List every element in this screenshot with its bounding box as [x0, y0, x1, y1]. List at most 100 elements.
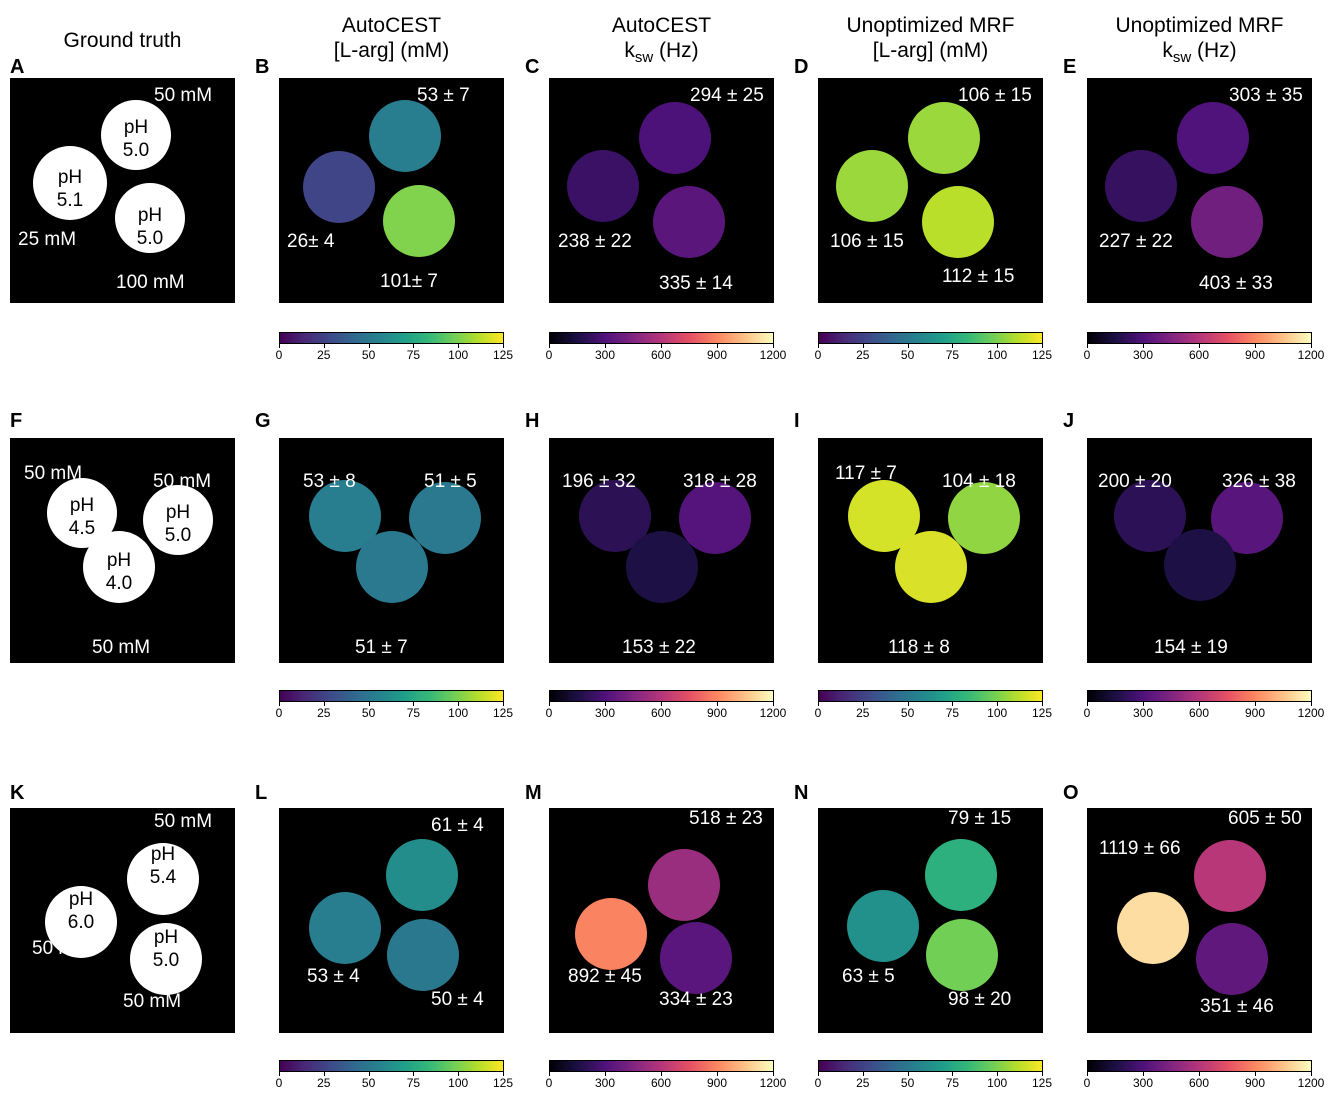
vial-value-label: 335 ± 14: [659, 273, 733, 294]
vial-region: [579, 480, 651, 552]
colorbar-tick-mark: [661, 702, 662, 706]
kex-subscript: sw: [634, 49, 654, 67]
colorbar-tick-label: 25: [856, 348, 870, 362]
map-panel: 518 ± 23 892 ± 45 334 ± 23: [549, 808, 774, 1033]
vial-value-label: 518 ± 23: [689, 808, 763, 829]
colorbar-tick-label: 300: [594, 348, 616, 362]
ph-value: 5.0: [136, 228, 164, 249]
ph-value: 5.0: [152, 950, 180, 971]
map-panel: 294 ± 25 238 ± 22 335 ± 14: [549, 78, 774, 303]
parameter-map: [1114, 480, 1283, 601]
colorbar-tick-mark: [503, 344, 504, 348]
colorbar-tick-label: 125: [1031, 348, 1053, 362]
vial-region: [567, 150, 639, 222]
ph-value: 4.5: [68, 518, 96, 539]
vial-mask: [83, 531, 155, 603]
colorbar-tick-label: 75: [406, 1076, 421, 1090]
colorbar-tick-mark: [997, 1072, 999, 1076]
colorbar-tick-mark: [773, 702, 774, 706]
vial-value-label: 53 ± 7: [417, 85, 470, 106]
colorbar-tick-label: 125: [1031, 706, 1053, 720]
colorbar-tick-mark: [549, 344, 550, 348]
vial-mask: [130, 923, 202, 995]
colorbar: [549, 332, 774, 344]
colorbar-tick-label: 25: [856, 706, 870, 720]
colorbar-tick-label: 300: [1132, 706, 1154, 720]
colorbar-tick-mark: [413, 702, 415, 706]
vial-value-label: 63 ± 5: [842, 966, 895, 987]
colorbar-tick-mark: [503, 702, 504, 706]
ph-value: 5.4: [149, 867, 177, 888]
colorbar-tick-label: 0: [814, 706, 822, 720]
parameter-map: [575, 849, 732, 994]
colorbar-tick-label: 900: [706, 348, 728, 362]
ph-label: pH 4.5: [52, 494, 112, 540]
vial-mask: [115, 183, 185, 253]
colorbar-tick-mark: [503, 1072, 504, 1076]
vial-mask: [45, 886, 117, 958]
column-title: Ground truth: [0, 28, 255, 53]
colorbar-tick-mark: [1042, 344, 1043, 348]
colorbar-tick-label: 1200: [1297, 1076, 1325, 1090]
vial-value-label: 61 ± 4: [431, 815, 484, 836]
colorbar-tick-mark: [1087, 344, 1088, 348]
colorbar-tick-label: 1200: [1297, 706, 1325, 720]
ph-text: pH: [153, 927, 179, 948]
colorbar-tick-mark: [907, 344, 909, 348]
colorbar-tick-mark: [549, 1072, 550, 1076]
colorbar-tick-mark: [323, 702, 325, 706]
vial-region: [1211, 482, 1283, 554]
vial-value-label: 117 ± 7: [835, 463, 897, 484]
panel-letter: M: [525, 782, 542, 804]
kex-unit: (Hz): [1191, 39, 1237, 62]
vial-region: [303, 151, 375, 223]
ph-text: pH: [137, 205, 163, 226]
ph-text: pH: [69, 495, 95, 516]
colorbar-tick-label: 75: [945, 348, 960, 362]
colorbar-tick-label: 1200: [759, 706, 787, 720]
colorbar-tick-label: 300: [594, 1076, 616, 1090]
vial-mask: [127, 843, 199, 915]
ph-label: pH 5.0: [106, 116, 166, 162]
vial-value-label: 334 ± 23: [659, 989, 733, 1010]
colorbar-tick-mark: [368, 702, 370, 706]
colorbar-tick-mark: [661, 344, 662, 348]
panel-letter: J: [1063, 410, 1075, 432]
concentration-label: 50 mM: [154, 85, 213, 106]
vial-region: [1105, 150, 1177, 222]
colorbar-tick-mark: [952, 344, 954, 348]
column-title-line1: Ground truth: [63, 29, 182, 52]
vial-value-label: 403 ± 33: [1199, 273, 1273, 294]
colorbar-tick-mark: [997, 344, 999, 348]
parameter-map: [309, 480, 481, 603]
colorbar-tick-mark: [279, 344, 280, 348]
panel-letter: H: [525, 410, 540, 432]
colorbar-tick-mark: [1311, 1072, 1312, 1076]
vial-region: [1177, 102, 1249, 174]
colorbar-tick-mark: [1143, 1072, 1144, 1076]
map-panel: 117 ± 7 104 ± 18 118 ± 8: [818, 438, 1043, 663]
colorbar-tick-mark: [1199, 344, 1200, 348]
map-panel: 200 ± 20 326 ± 38 154 ± 19: [1087, 438, 1312, 663]
colorbar-tick-mark: [1143, 702, 1144, 706]
colorbar-tick-label: 900: [1244, 348, 1266, 362]
colorbar-tick-mark: [605, 702, 606, 706]
vial-region: [948, 482, 1020, 554]
ph-text: pH: [57, 167, 83, 188]
column-title: Unoptimized MRF [L-arg] (mM): [798, 13, 1063, 63]
vial-region: [356, 531, 428, 603]
colorbar-tick-mark: [1042, 702, 1043, 706]
kex-subscript: sw: [1172, 49, 1192, 67]
phantom-mask: [47, 478, 213, 603]
column-title-line1: Unoptimized MRF: [1115, 14, 1284, 37]
colorbar: [1087, 332, 1312, 344]
colorbar-tick-mark: [997, 702, 999, 706]
colorbar-tick-mark: [661, 1072, 662, 1076]
colorbar-tick-label: 100: [987, 348, 1008, 362]
map-panel: 605 ± 50 1119 ± 66 351 ± 46: [1087, 808, 1312, 1033]
map-panel: 303 ± 35 227 ± 22 403 ± 33: [1087, 78, 1312, 303]
column-title-line2: [L-arg] (mM): [872, 39, 989, 62]
colorbar-tick-mark: [773, 344, 774, 348]
colorbar-tick-mark: [458, 344, 460, 348]
parameter-map: [1105, 102, 1263, 258]
